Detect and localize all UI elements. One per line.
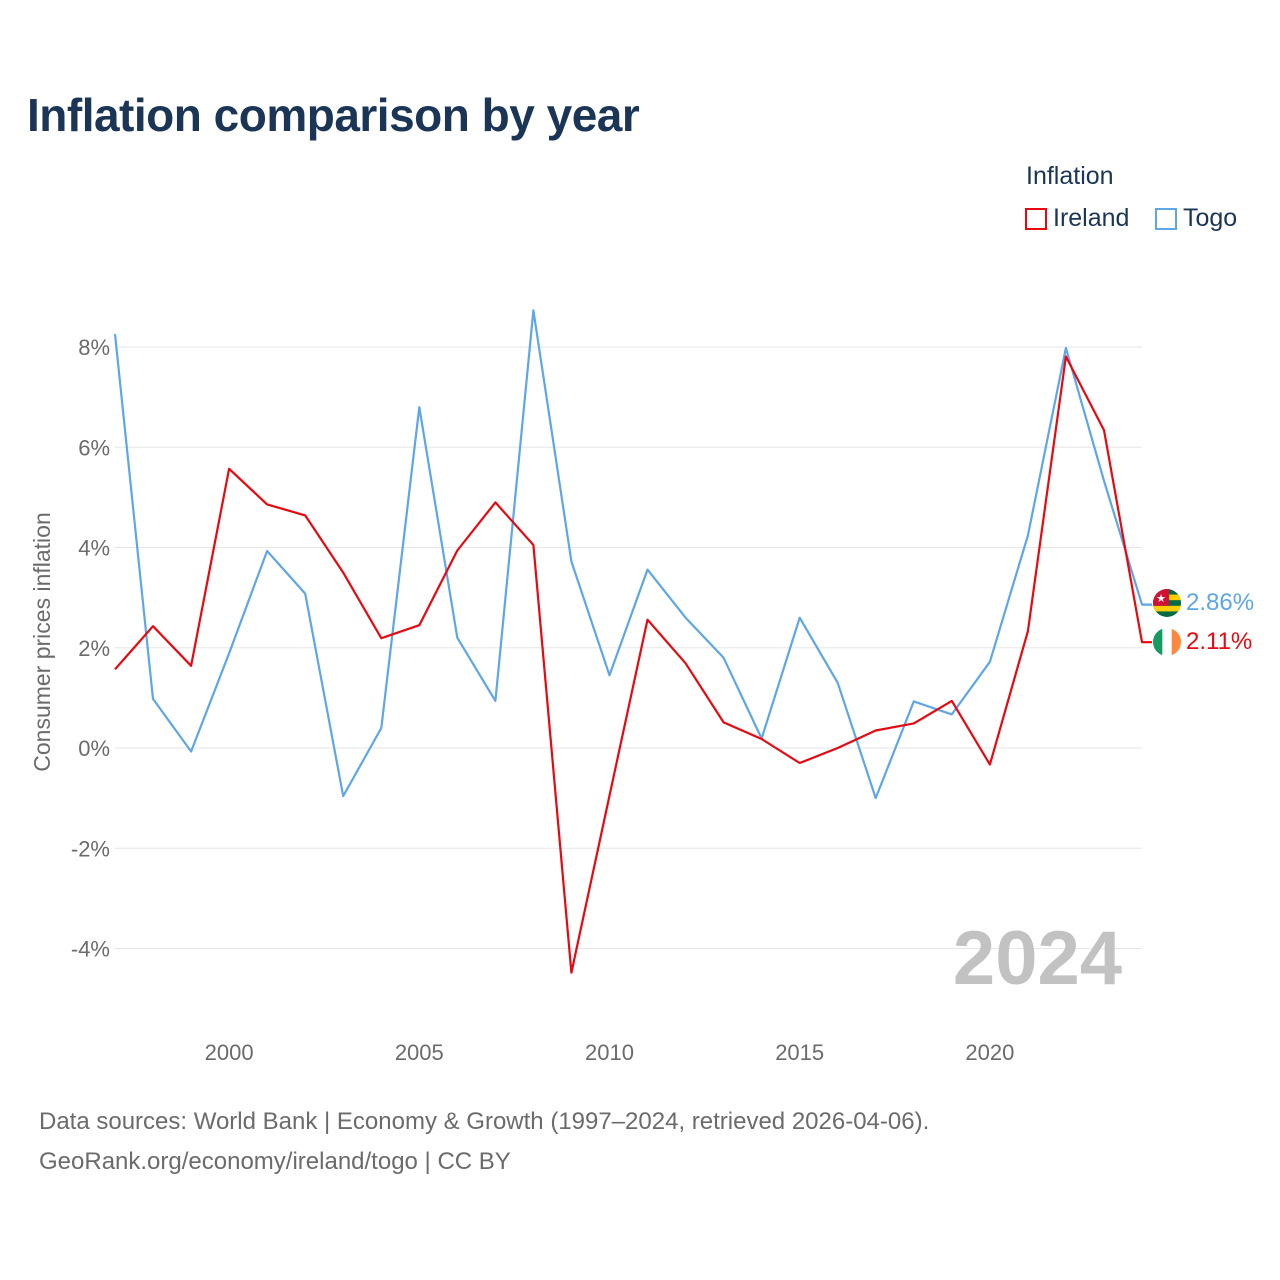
y-tick-label: 6%: [78, 435, 110, 460]
legend-label-ireland: Ireland: [1053, 204, 1130, 232]
y-tick-label: 0%: [78, 736, 110, 761]
end-value-ireland: 2.11%: [1186, 628, 1252, 655]
ireland-flag-icon: [1153, 628, 1181, 656]
legend-item-togo[interactable]: Togo: [1155, 204, 1237, 233]
series-line-ireland[interactable]: [114, 355, 1152, 974]
legend-item-ireland[interactable]: Ireland: [1025, 204, 1129, 233]
y-tick-label: 2%: [78, 636, 110, 661]
source-line-1: Data sources: World Bank | Economy & Gro…: [39, 1108, 930, 1135]
y-tick-label: 8%: [78, 335, 110, 360]
series-line-togo[interactable]: [113, 309, 1152, 800]
series-lines: [113, 309, 1152, 974]
legend-label-togo: Togo: [1183, 204, 1238, 232]
x-tick-label: 2005: [395, 1040, 444, 1065]
x-tick-label: 2015: [775, 1040, 824, 1065]
svg-text:★: ★: [1156, 593, 1166, 605]
x-tick-label: 2010: [585, 1040, 634, 1065]
y-tick-label: -2%: [71, 836, 110, 861]
y-axis-title: Consumer prices inflation: [29, 512, 55, 772]
source-line-2[interactable]: GeoRank.org/economy/ireland/togo | CC BY: [39, 1148, 511, 1175]
year-watermark: 2024: [953, 916, 1122, 1001]
x-tick-label: 2020: [965, 1040, 1014, 1065]
page-title: Inflation comparison by year: [27, 89, 640, 141]
grid-lines: [115, 346, 1142, 949]
legend-title: Inflation: [1026, 162, 1114, 190]
y-tick-label: -4%: [71, 937, 110, 962]
legend-swatch-ireland: [1025, 207, 1047, 230]
x-tick-label: 2000: [205, 1040, 254, 1065]
end-value-togo: 2.86%: [1186, 589, 1254, 616]
y-tick-label: 4%: [78, 536, 110, 561]
legend-swatch-togo: [1155, 207, 1177, 230]
y-axis-ticks: -4% -2% 0% 2% 4% 6% 8%: [71, 335, 110, 962]
togo-flag-icon: ★: [1153, 589, 1181, 617]
x-axis-ticks: 2000 2005 2010 2015 2020: [205, 1040, 1015, 1065]
